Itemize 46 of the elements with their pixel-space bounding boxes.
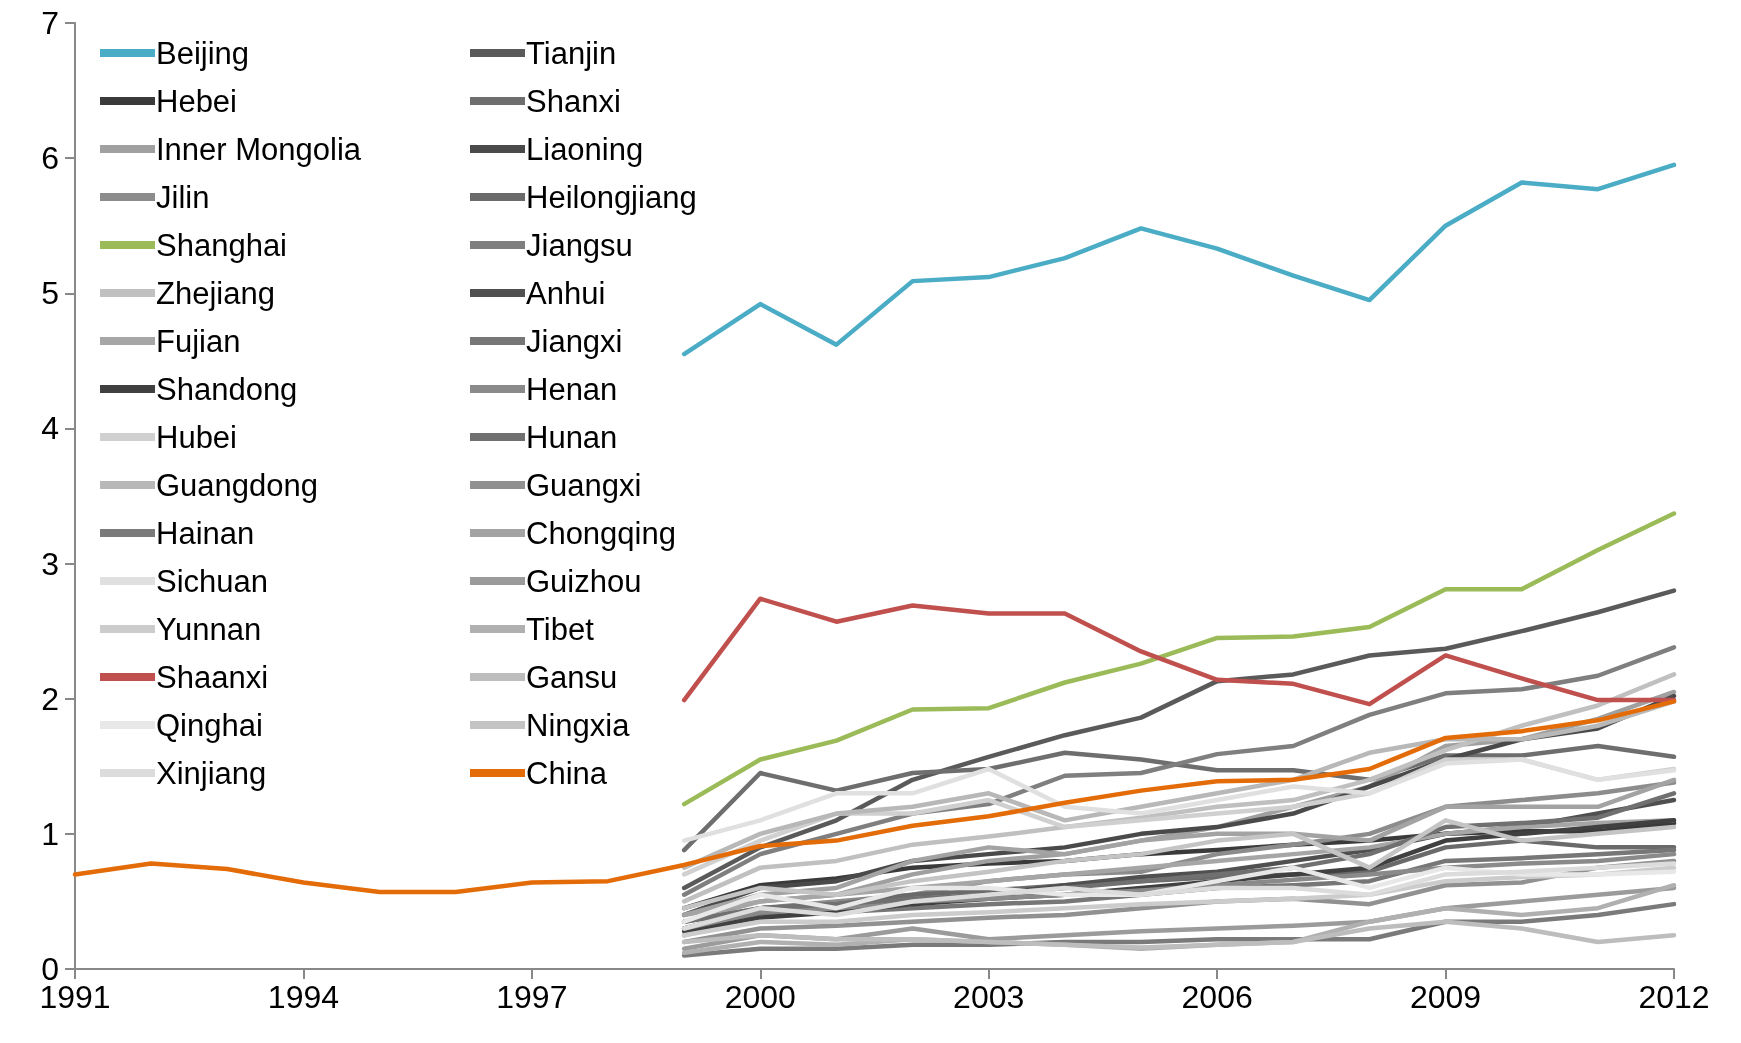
legend-label: Guizhou <box>526 563 642 599</box>
legend-label: Henan <box>526 371 618 407</box>
legend-label: China <box>526 755 608 791</box>
legend-label: Ningxia <box>526 707 631 743</box>
y-tick-label: 2 <box>41 680 59 717</box>
legend-label: Shanghai <box>156 227 288 263</box>
y-tick-label: 4 <box>41 410 59 447</box>
legend-label: Tianjin <box>526 35 617 71</box>
x-tick-label: 2012 <box>1638 979 1710 1015</box>
legend-label: Anhui <box>526 275 606 311</box>
legend-label: Hubei <box>156 419 237 455</box>
x-tick-label: 2006 <box>1181 979 1253 1015</box>
legend-label: Fujian <box>156 323 241 359</box>
y-tick-label: 1 <box>41 815 59 852</box>
legend-label: Heilongjiang <box>526 179 697 215</box>
legend-label: Guangdong <box>156 467 319 503</box>
legend-label: Jilin <box>156 179 210 215</box>
legend-label: Liaoning <box>526 131 644 167</box>
legend-label: Qinghai <box>156 707 263 743</box>
legend-label: Sichuan <box>156 563 269 599</box>
x-tick-label: 2000 <box>724 979 796 1015</box>
y-tick-label: 3 <box>41 545 59 582</box>
legend-label: Hainan <box>156 515 255 551</box>
y-tick-label: 7 <box>41 5 59 41</box>
x-tick-label: 1997 <box>496 979 568 1015</box>
legend-label: Hebei <box>156 83 237 119</box>
x-tick-label: 2003 <box>953 979 1025 1015</box>
legend-label: Gansu <box>526 659 618 695</box>
legend-label: Chongqing <box>526 515 676 551</box>
x-tick-label: 1994 <box>267 979 340 1015</box>
legend-label: Xinjiang <box>156 755 267 791</box>
legend-label: Zhejiang <box>156 275 275 311</box>
legend-label: Yunnan <box>156 611 262 647</box>
y-tick-label: 6 <box>41 140 59 177</box>
legend-label: Tibet <box>526 611 595 647</box>
legend-label: Beijing <box>156 35 250 71</box>
legend-label: Inner Mongolia <box>156 131 362 167</box>
legend-label: Jiangsu <box>526 227 633 263</box>
x-tick-label: 2009 <box>1409 979 1482 1015</box>
legend-label: Hunan <box>526 419 618 455</box>
legend-label: Shandong <box>156 371 298 407</box>
legend-label: Guangxi <box>526 467 642 503</box>
legend-label: Shaanxi <box>156 659 269 695</box>
legend-label: Shanxi <box>526 83 621 119</box>
y-tick-label: 5 <box>41 275 59 312</box>
legend-label: Jiangxi <box>526 323 623 359</box>
